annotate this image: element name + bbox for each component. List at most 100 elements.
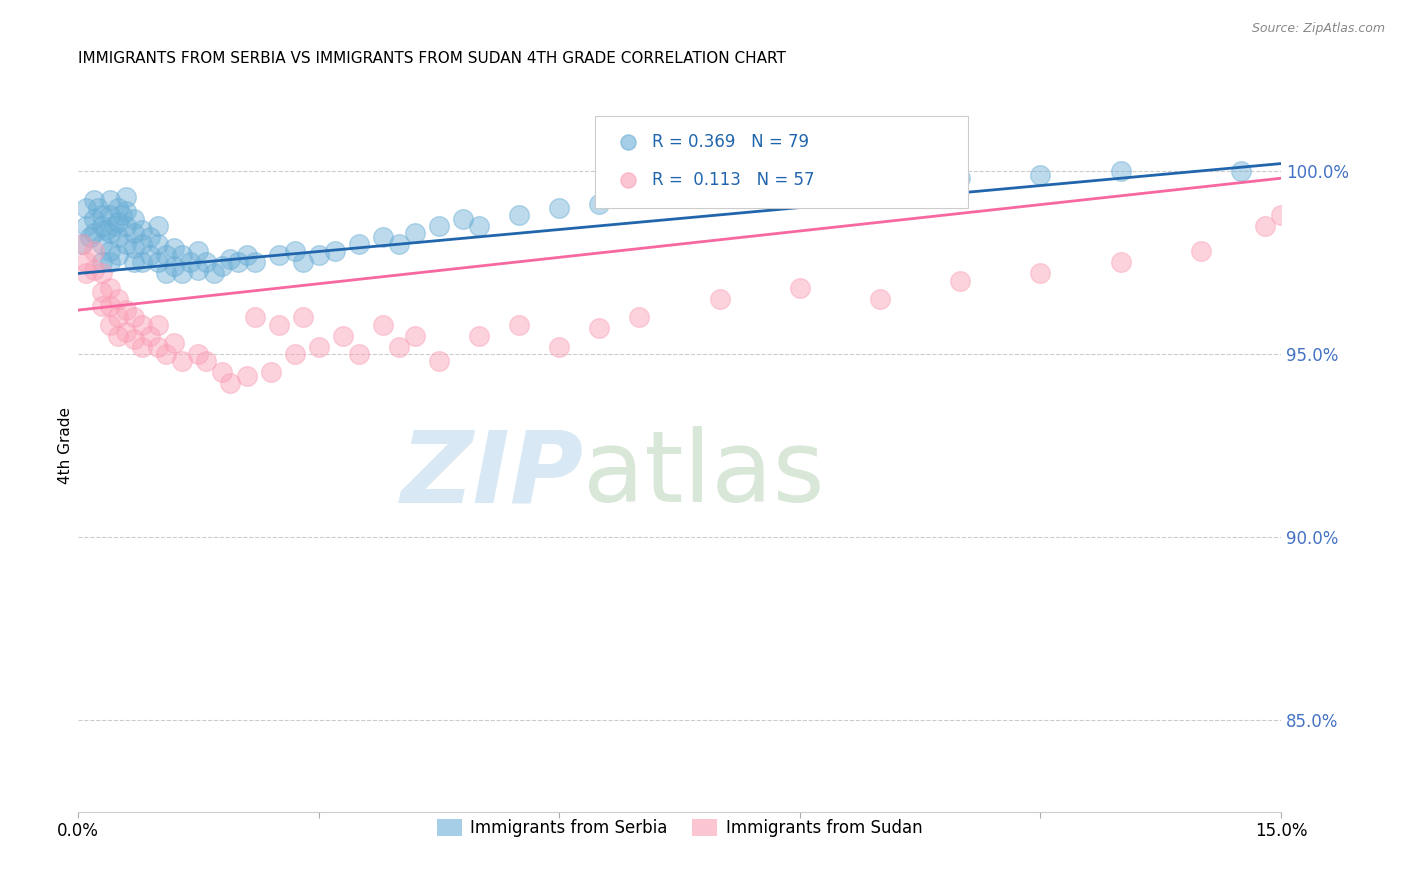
Point [243,255,266,269]
Point [267,318,290,332]
Point [148,340,170,354]
Point [204,267,226,281]
Point [103,219,125,233]
Point [508,208,530,222]
Point [98,193,121,207]
Point [98,244,121,259]
Point [172,248,194,262]
Point [115,204,138,219]
Point [949,171,972,186]
Point [98,255,121,269]
Point [87,201,110,215]
Point [468,328,491,343]
Point [91,255,114,269]
Point [1254,219,1277,233]
Point [75,267,97,281]
Point [219,376,242,391]
Point [148,219,170,233]
Point [869,175,891,189]
Point [548,340,571,354]
Point [1189,244,1212,259]
Point [131,340,153,354]
Point [243,310,266,325]
Point [508,318,530,332]
Point [131,318,153,332]
Point [115,189,138,203]
Point [187,262,209,277]
Point [347,347,370,361]
Point [107,215,129,229]
Point [139,328,162,343]
Point [548,201,571,215]
Point [91,237,114,252]
Point [404,328,426,343]
Point [122,241,145,255]
Point [163,241,186,255]
Point [259,365,281,379]
Point [291,255,314,269]
Point [83,193,105,207]
Text: R = 0.369   N = 79: R = 0.369 N = 79 [652,133,808,151]
Point [111,208,134,222]
Point [91,219,114,233]
Point [83,244,105,259]
Point [148,255,170,269]
Point [98,226,121,240]
Point [107,328,129,343]
Point [869,292,891,306]
Point [148,318,170,332]
Text: Source: ZipAtlas.com: Source: ZipAtlas.com [1251,22,1385,36]
Point [75,255,97,269]
Point [1029,168,1052,182]
Point [1230,164,1253,178]
Point [588,197,610,211]
Point [115,325,138,339]
Point [131,237,153,252]
Point [388,340,411,354]
Point [98,281,121,295]
Point [588,321,610,335]
Point [83,262,105,277]
Point [163,259,186,273]
Point [122,211,145,226]
Point [709,182,731,196]
Point [291,310,314,325]
Point [155,267,177,281]
Point [628,189,651,203]
Point [172,267,194,281]
Point [172,354,194,368]
Point [155,248,177,262]
Point [122,332,145,346]
Point [79,230,101,244]
Point [371,318,394,332]
Point [83,226,105,240]
Point [267,248,290,262]
Point [107,201,129,215]
Text: IMMIGRANTS FROM SERBIA VS IMMIGRANTS FROM SUDAN 4TH GRADE CORRELATION CHART: IMMIGRANTS FROM SERBIA VS IMMIGRANTS FRO… [79,51,786,66]
Point [427,219,450,233]
Point [96,222,118,236]
Point [122,310,145,325]
Point [308,248,330,262]
Point [789,281,811,295]
Point [284,244,307,259]
Point [115,303,138,318]
Point [139,248,162,262]
Point [131,222,153,236]
Legend: Immigrants from Serbia, Immigrants from Sudan: Immigrants from Serbia, Immigrants from … [430,813,929,844]
Point [235,248,257,262]
Point [98,300,121,314]
Point [98,208,121,222]
Point [75,201,97,215]
Point [332,328,354,343]
Point [70,237,93,252]
Point [1029,267,1052,281]
Point [107,230,129,244]
Point [211,259,233,273]
Point [139,230,162,244]
Point [187,244,209,259]
Point [1109,255,1132,269]
Point [371,230,394,244]
Point [323,244,346,259]
Point [91,267,114,281]
